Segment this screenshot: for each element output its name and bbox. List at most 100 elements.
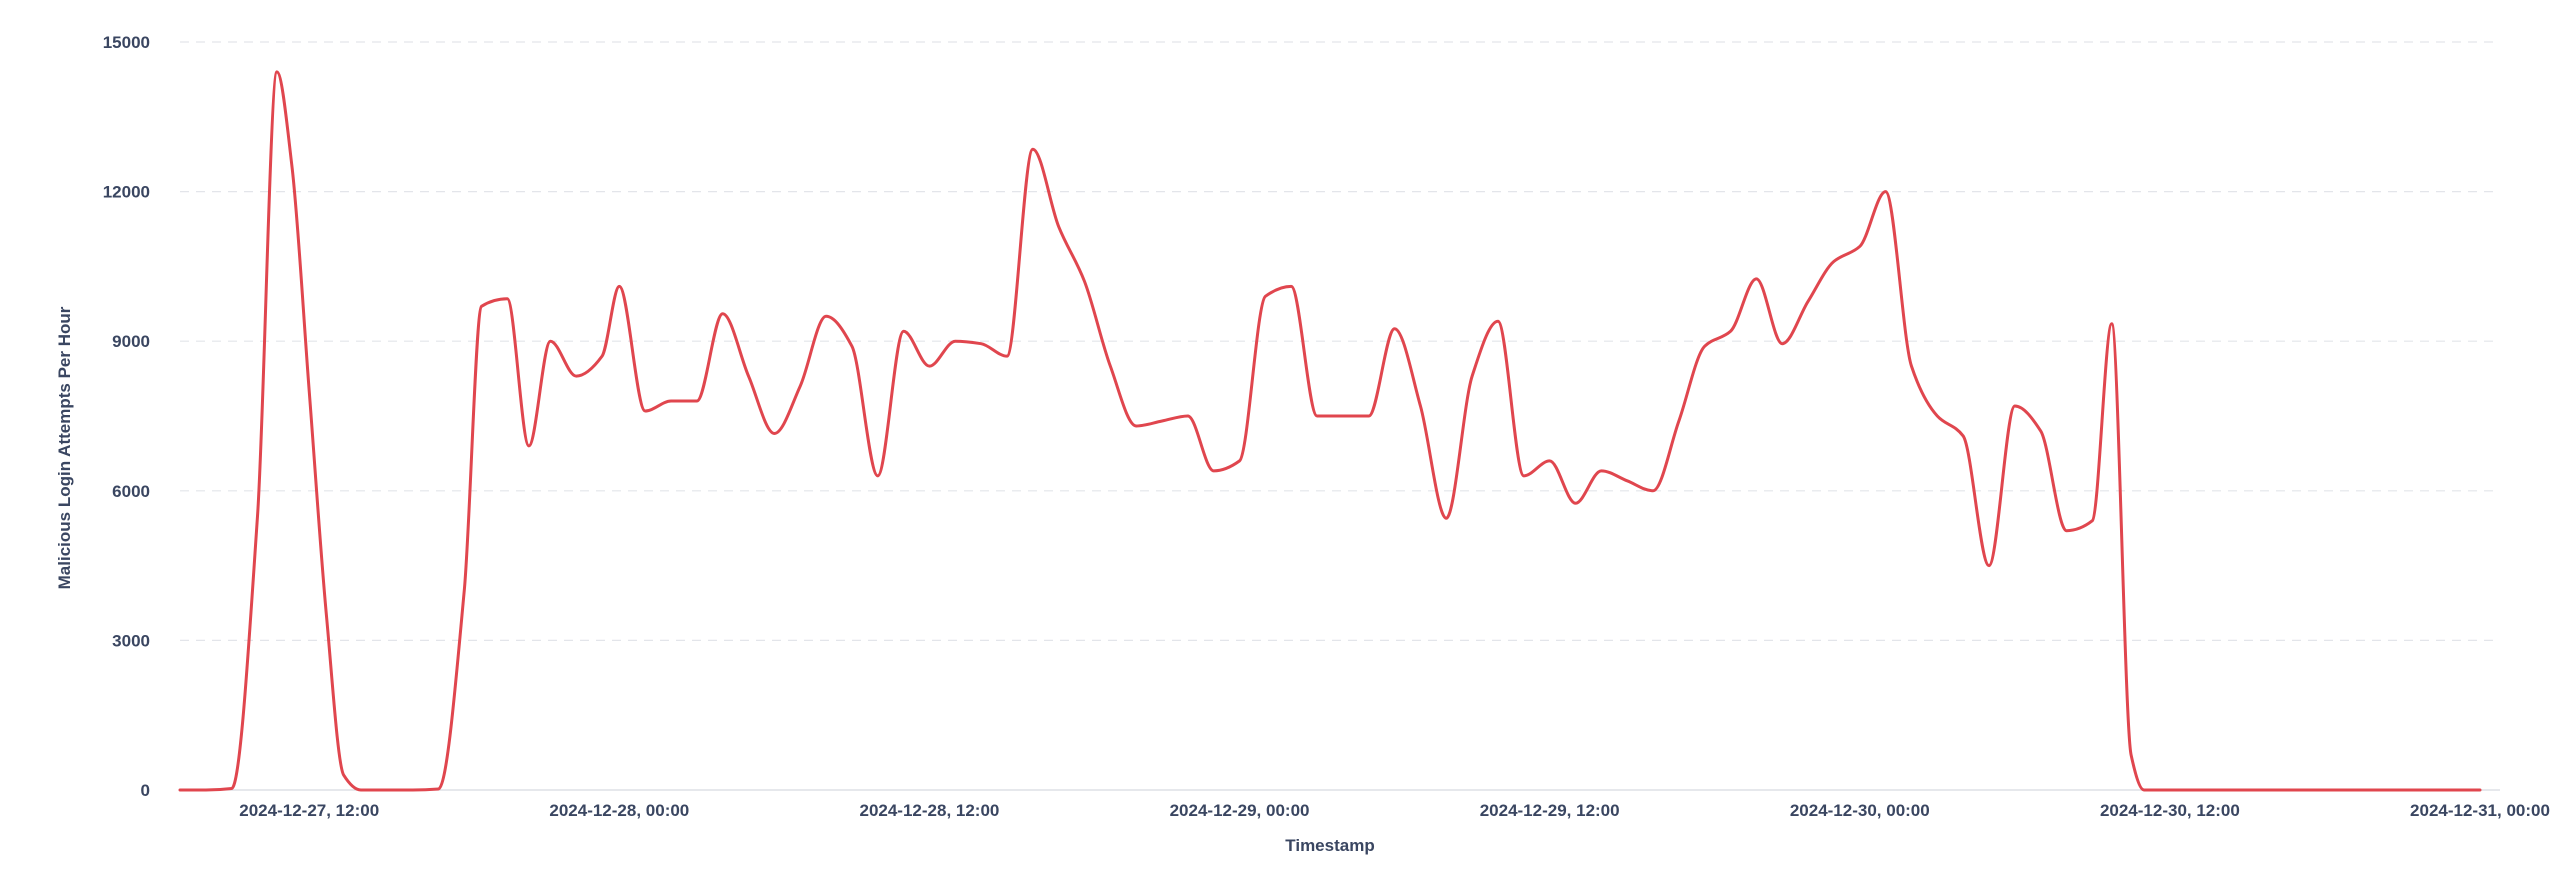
data-point [797, 383, 803, 389]
data-point [1908, 363, 1914, 369]
data-point [1340, 413, 1346, 419]
x-axis-title: Timestamp [1285, 836, 1374, 855]
data-point [1624, 478, 1630, 484]
data-point [1081, 278, 1087, 284]
data-point [1262, 293, 1268, 299]
data-point [1934, 413, 1940, 419]
data-point [2167, 787, 2173, 793]
x-tick-label: 2024-12-27, 12:00 [239, 801, 379, 820]
data-point [823, 313, 829, 319]
data-point [2089, 518, 2095, 524]
data-point [1805, 298, 1811, 304]
data-point [2012, 403, 2018, 409]
y-tick-label: 3000 [112, 631, 150, 650]
data-point [1159, 418, 1165, 424]
data-point [504, 296, 510, 302]
data-point [2109, 321, 2115, 327]
data-point [2141, 787, 2147, 793]
data-point [1857, 243, 1863, 249]
x-tick-label: 2024-12-30, 00:00 [1790, 801, 1930, 820]
data-point [1030, 146, 1036, 152]
data-point [1779, 341, 1785, 347]
data-point [771, 430, 777, 436]
data-point [2425, 787, 2431, 793]
data-point [1443, 515, 1449, 521]
data-point [1547, 458, 1553, 464]
data-point [616, 283, 622, 289]
y-tick-label: 6000 [112, 482, 150, 501]
data-point [203, 787, 209, 793]
data-point [1288, 283, 1294, 289]
data-point [2270, 787, 2276, 793]
data-point [255, 513, 261, 519]
data-point [2374, 787, 2380, 793]
x-tick-label: 2024-12-28, 00:00 [549, 801, 689, 820]
data-point [875, 473, 881, 479]
data-point [668, 398, 674, 404]
data-point [1495, 318, 1501, 324]
x-tick-label: 2024-12-28, 12:00 [859, 801, 999, 820]
data-point [384, 787, 390, 793]
data-point [1133, 423, 1139, 429]
data-point [926, 363, 932, 369]
data-point [642, 408, 648, 414]
data-point [978, 341, 984, 347]
data-point [1598, 468, 1604, 474]
data-point [479, 303, 485, 309]
data-point [1056, 224, 1062, 230]
data-point [2038, 428, 2044, 434]
y-tick-label: 15000 [103, 33, 150, 52]
data-point [358, 787, 364, 793]
data-point [1366, 413, 1372, 419]
data-point [1107, 363, 1113, 369]
y-tick-label: 9000 [112, 332, 150, 351]
data-point [1883, 189, 1889, 195]
series-layer [177, 70, 2482, 793]
data-point [1392, 326, 1398, 332]
data-point [1417, 403, 1423, 409]
data-point [1650, 488, 1656, 494]
data-point [573, 373, 579, 379]
grid-lines [180, 41, 2500, 791]
data-point [694, 398, 700, 404]
data-point [720, 311, 726, 317]
data-point [1702, 343, 1708, 349]
data-point [2219, 787, 2225, 793]
data-point [849, 343, 855, 349]
data-point [1211, 468, 1217, 474]
data-point [2064, 528, 2070, 534]
data-point [410, 787, 416, 793]
x-tick-label: 2024-12-29, 00:00 [1170, 801, 1310, 820]
data-point [746, 373, 752, 379]
data-point [1960, 433, 1966, 439]
x-tick-label: 2024-12-31, 00:00 [2410, 801, 2550, 820]
data-point [177, 787, 183, 793]
axes: 0 3000 6000 9000 12000 15000 2024-12-27, 12:00… [103, 33, 2550, 820]
data-point [2128, 752, 2134, 758]
data-point [2322, 787, 2328, 793]
data-point [901, 328, 907, 334]
y-tick-label: 0 [141, 781, 150, 800]
data-point [1314, 413, 1320, 419]
data-point [1237, 458, 1243, 464]
y-tick-label: 12000 [103, 183, 150, 202]
series-line [178, 70, 2482, 792]
data-point [323, 612, 329, 618]
x-tick-label: 2024-12-29, 12:00 [1480, 801, 1620, 820]
data-point [341, 772, 347, 778]
data-point [1728, 328, 1734, 334]
data-point [1831, 258, 1837, 264]
data-point [289, 164, 295, 170]
data-point [1676, 418, 1682, 424]
data-point [306, 388, 312, 394]
data-point [952, 338, 958, 344]
x-tick-label: 2024-12-30, 12:00 [2100, 801, 2240, 820]
data-point [229, 786, 235, 792]
data-point [461, 588, 467, 594]
data-point [1573, 500, 1579, 506]
data-point [547, 338, 553, 344]
data-point [1986, 563, 1992, 569]
data-point [1185, 413, 1191, 419]
